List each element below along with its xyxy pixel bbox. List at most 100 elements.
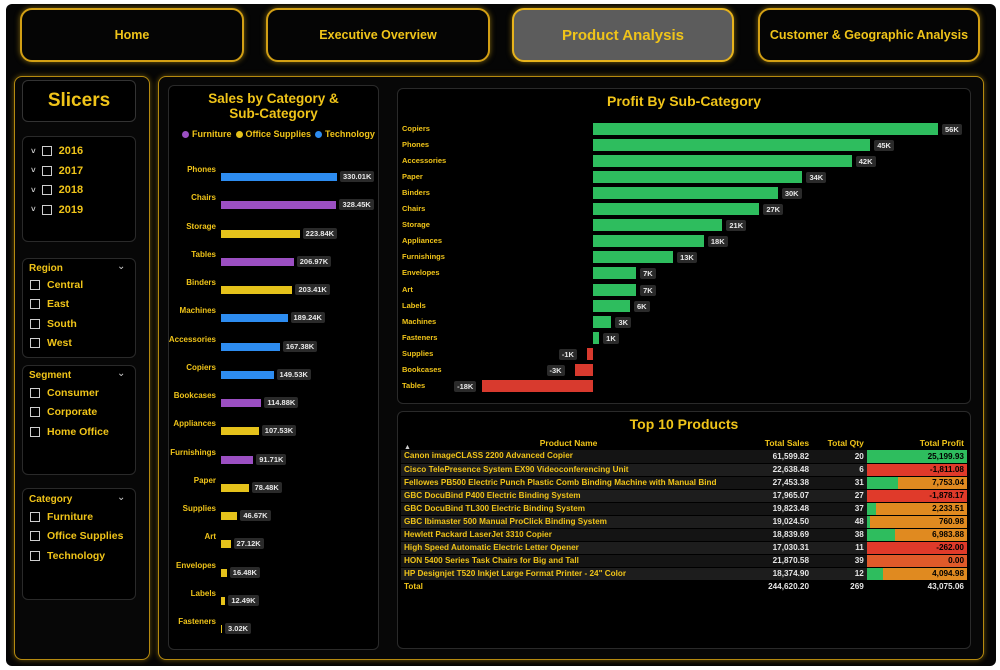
profit-bar[interactable] [593, 123, 938, 135]
checkbox[interactable] [30, 318, 40, 329]
checkbox[interactable] [41, 146, 52, 156]
sales-bar[interactable] [221, 512, 238, 520]
sales-value-label: 16.48K [229, 566, 260, 578]
table-row[interactable]: Fellowes PB500 Electric Punch Plastic Co… [401, 476, 967, 490]
region-option-south[interactable]: South [30, 318, 77, 330]
sales-bar[interactable] [221, 399, 262, 407]
segment-option-corporate[interactable]: Corporate [30, 406, 97, 418]
nav-tab-product-analysis[interactable]: Product Analysis [512, 8, 734, 62]
table-row[interactable]: High Speed Automatic Electric Letter Ope… [401, 541, 967, 555]
profit-bar[interactable] [593, 235, 704, 248]
checkbox[interactable] [30, 280, 40, 290]
checkbox[interactable] [41, 165, 52, 176]
sales-bar[interactable] [221, 257, 294, 266]
sales-bar[interactable] [221, 596, 226, 605]
region-option-east[interactable]: East [30, 298, 69, 310]
profit-bar[interactable] [593, 219, 723, 232]
profit-cell: -1,811.08 [866, 463, 967, 477]
profit-cell: 2,233.51 [866, 502, 967, 516]
profit-bar[interactable] [593, 155, 852, 168]
checkbox[interactable] [30, 512, 40, 522]
profit-bar[interactable] [593, 187, 778, 200]
checkbox[interactable] [30, 337, 40, 348]
sales-bar[interactable] [221, 229, 300, 238]
checkbox[interactable] [30, 388, 40, 398]
sales-bar[interactable] [221, 173, 337, 181]
sales-value-label: 3.02K [225, 623, 252, 634]
sales-value-label: 206.97K [296, 255, 332, 267]
sales-bar[interactable] [221, 314, 288, 323]
chevron-down-icon[interactable]: ˅ [31, 205, 36, 214]
sales-bar[interactable] [221, 370, 274, 379]
sales-bar[interactable] [221, 540, 231, 549]
category-option-label: Office Supplies [47, 530, 124, 543]
category-option-technology[interactable]: Technology [30, 550, 105, 562]
sort-caret-icon[interactable]: ▲ [404, 444, 411, 451]
year-option-2017[interactable]: ˅ 2017 [31, 165, 83, 177]
profit-category-label: Fasteners [402, 332, 438, 342]
checkbox[interactable] [30, 426, 40, 437]
table-row[interactable]: GBC DocuBind TL300 Electric Binding Syst… [401, 502, 967, 516]
nav-tab-customer-geographic-analysis[interactable]: Customer & Geographic Analysis [758, 8, 980, 62]
sales-bar[interactable] [221, 201, 337, 210]
chevron-down-icon[interactable]: ˅ [31, 185, 36, 195]
profit-bar[interactable] [593, 315, 612, 328]
table-row[interactable]: GBC DocuBind P400 Electric Binding Syste… [401, 489, 967, 503]
table-row[interactable]: HP Designjet T520 Inkjet Large Format Pr… [401, 567, 967, 581]
checkbox[interactable] [30, 299, 40, 310]
category-option-office-supplies[interactable]: Office Supplies [30, 530, 123, 542]
checkbox[interactable] [41, 204, 52, 215]
sales-bar[interactable] [221, 342, 280, 351]
checkbox[interactable] [41, 185, 52, 195]
product-name-cell: Fellowes PB500 Electric Punch Plastic Co… [401, 476, 737, 490]
chevron-down-icon[interactable]: ⌄ [117, 368, 126, 379]
sales-bar[interactable] [221, 427, 259, 436]
checkbox[interactable] [30, 531, 40, 542]
region-option-west[interactable]: West [30, 337, 72, 349]
table-row[interactable]: Cisco TelePresence System EX90 Videoconf… [401, 463, 967, 477]
chevron-down-icon[interactable]: ⌄ [117, 261, 126, 272]
profit-bar[interactable] [593, 251, 674, 264]
table-row[interactable]: HON 5400 Series Task Chairs for Big and … [401, 554, 967, 568]
table-row[interactable]: Hewlett Packard LaserJet 3310 Copier 18,8… [401, 528, 967, 542]
total-label: Total [401, 580, 737, 593]
table-row[interactable]: GBC Ibimaster 500 Manual ProClick Bindin… [401, 515, 967, 529]
region-option-central[interactable]: Central [30, 279, 83, 291]
column-header[interactable]: Total Sales [764, 438, 810, 448]
profit-bar[interactable] [593, 283, 637, 296]
profit-bar[interactable] [482, 379, 593, 392]
profit-bar[interactable] [593, 267, 637, 280]
table-row[interactable]: Canon imageCLASS 2200 Advanced Copier 61,… [401, 450, 967, 464]
category-option-furniture[interactable]: Furniture [30, 511, 93, 523]
legend-item: Technology [315, 129, 375, 139]
qty-cell: 37 [812, 502, 867, 516]
segment-option-consumer[interactable]: Consumer [30, 387, 99, 399]
chevron-down-icon[interactable]: ˅ [31, 166, 36, 175]
profit-bar[interactable] [593, 203, 760, 216]
nav-tab-home[interactable]: Home [20, 8, 244, 62]
column-header[interactable]: Total Profit [919, 438, 964, 448]
column-header[interactable]: Product Name [539, 438, 598, 448]
chevron-down-icon[interactable]: ⌄ [117, 492, 126, 503]
checkbox[interactable] [30, 407, 40, 418]
profit-bar[interactable] [593, 171, 803, 184]
column-header[interactable]: Total Qty [827, 438, 864, 448]
sales-bar[interactable] [221, 286, 293, 294]
sales-chart-title: Sales by Category & Sub-Category [168, 91, 379, 121]
sales-bar[interactable] [221, 455, 254, 464]
sales-bar[interactable] [221, 483, 249, 492]
nav-tab-executive-overview[interactable]: Executive Overview [266, 8, 490, 62]
segment-option-home-office[interactable]: Home Office [30, 426, 109, 438]
checkbox[interactable] [30, 550, 40, 561]
year-option-2016[interactable]: ˅ 2016 [31, 145, 83, 157]
chevron-down-icon[interactable]: ˅ [31, 146, 36, 156]
profit-bar[interactable] [593, 331, 600, 344]
profit-bar[interactable] [593, 139, 871, 152]
year-option-2018[interactable]: ˅ 2018 [31, 184, 83, 196]
year-option-2019[interactable]: ˅ 2019 [31, 204, 83, 216]
sales-bar[interactable] [221, 625, 223, 633]
sales-bar[interactable] [221, 568, 227, 577]
profit-bar[interactable] [574, 363, 593, 376]
profit-bar[interactable] [593, 299, 630, 312]
profit-bar[interactable] [586, 347, 593, 360]
